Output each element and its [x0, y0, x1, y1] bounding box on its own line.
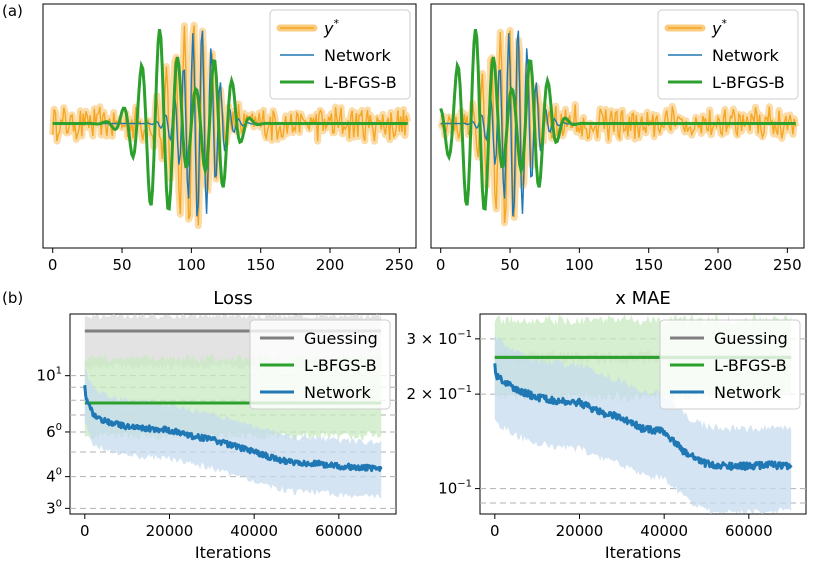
legend-label-2-0: Guessing [304, 329, 378, 348]
y-tick-base-2-1: 4 [46, 468, 56, 486]
y-tick-label-3-1: 2 × 10−1 [407, 384, 473, 403]
panel-label-a: (a) [2, 2, 23, 20]
series-lbfgsb-line-0 [52, 28, 408, 211]
x-tick-label-1-1: 50 [500, 256, 519, 274]
y-tick-base-3-1: 2 × 10 [407, 385, 458, 403]
legend-label-2-1: L-BFGS-B [304, 356, 377, 375]
x-tick-label-1-3: 150 [634, 256, 663, 274]
x-tick-label-3-0: 0 [490, 522, 500, 540]
y-tick-exp-2-2: 0 [56, 422, 62, 433]
x-tick-label-0-5: 250 [385, 256, 414, 274]
y-tick-base-3-0: 10 [438, 480, 457, 498]
x-tick-label-2-0: 0 [80, 522, 90, 540]
legend-label-0-0: y* [323, 17, 339, 38]
x-tick-label-1-4: 200 [704, 256, 733, 274]
y-tick-exp-2-0: 0 [56, 498, 62, 509]
x-tick-label-3-1: 20000 [556, 522, 604, 540]
y-tick-label-3-0: 10−1 [438, 479, 472, 498]
legend-label-ystar-base-0: y [323, 19, 334, 38]
x-tick-label-3-2: 40000 [640, 522, 688, 540]
x-tick-label-1-5: 250 [773, 256, 802, 274]
axes-frame-3 [479, 313, 807, 515]
chart-top-right: 0 50 100 150 200 250 y* Network L-BFGS-B [430, 3, 805, 274]
legend-box-1 [657, 9, 799, 100]
panel-label-b: (b) [2, 289, 23, 307]
series-ystar-line-0 [52, 25, 409, 226]
series-ystar-line-1 [440, 30, 797, 223]
legend-label-ystar-exp-1: * [721, 17, 727, 30]
y-tick-base-2-0: 3 [46, 499, 56, 517]
chart-title-3: x MAE [615, 288, 671, 309]
legend-label-3-0: Guessing [714, 329, 788, 348]
legend-box-2 [249, 319, 391, 410]
y-tick-label-2-3: 101 [37, 366, 62, 385]
legend-label-2-2: Network [304, 383, 372, 402]
y-tick-exp-2-3: 1 [56, 366, 62, 377]
y-tick-label-2-2: 60 [46, 422, 62, 441]
x-tick-label-1-2: 100 [565, 256, 594, 274]
legend-label-1-2: L-BFGS-B [712, 73, 785, 92]
x-tick-label-2-1: 20000 [146, 522, 194, 540]
legend-label-0-2: L-BFGS-B [324, 73, 397, 92]
chart-title-2: Loss [213, 288, 252, 309]
axes-frame-2 [69, 313, 397, 515]
x-tick-label-0-4: 200 [316, 256, 345, 274]
x-tick-label-0-0: 0 [48, 256, 58, 274]
series-lbfgsb-line-1 [439, 28, 796, 211]
legend-label-3-1: L-BFGS-B [714, 356, 787, 375]
y-tick-exp-3-0: −1 [457, 479, 472, 490]
x-tick-label-0-1: 50 [112, 256, 131, 274]
legend-box-3 [659, 319, 801, 410]
x-tick-label-0-2: 100 [177, 256, 206, 274]
x-tick-label-3-3: 60000 [725, 522, 773, 540]
x-tick-label-0-3: 150 [246, 256, 275, 274]
x-tick-label-2-2: 40000 [230, 522, 278, 540]
series-network-line-3 [493, 363, 793, 471]
legend-label-0-1: Network [324, 46, 392, 65]
legend-label-3-2: Network [714, 383, 782, 402]
y-tick-exp-3-1: −1 [457, 384, 472, 395]
legend-label-ystar-base-1: y [711, 19, 722, 38]
y-tick-base-2-3: 10 [37, 367, 56, 385]
x-axis-label-3: Iterations [605, 543, 681, 562]
legend-box-0 [269, 9, 411, 100]
y-tick-base-3-2: 3 × 10 [407, 330, 458, 348]
chart-top-left: 0 50 100 150 200 250 y* Network L-BFGS-B [42, 3, 417, 274]
y-tick-exp-2-1: 0 [56, 467, 62, 478]
legend-label-1-1: Network [712, 46, 780, 65]
x-tick-label-1-0: 0 [436, 256, 446, 274]
y-tick-label-2-0: 30 [46, 498, 62, 517]
y-tick-base-2-2: 6 [46, 423, 56, 441]
axes-frame-1 [430, 3, 805, 249]
y-tick-label-3-2: 3 × 10−1 [407, 329, 473, 348]
x-axis-label-2: Iterations [195, 543, 271, 562]
y-tick-label-2-1: 40 [46, 467, 62, 486]
x-tick-label-2-3: 60000 [315, 522, 363, 540]
legend-label-ystar-exp-0: * [333, 17, 339, 30]
axes-frame-0 [42, 3, 417, 249]
series-network-line-2 [83, 384, 383, 473]
legend-label-1-0: y* [711, 17, 727, 38]
y-tick-exp-3-2: −1 [457, 329, 472, 340]
